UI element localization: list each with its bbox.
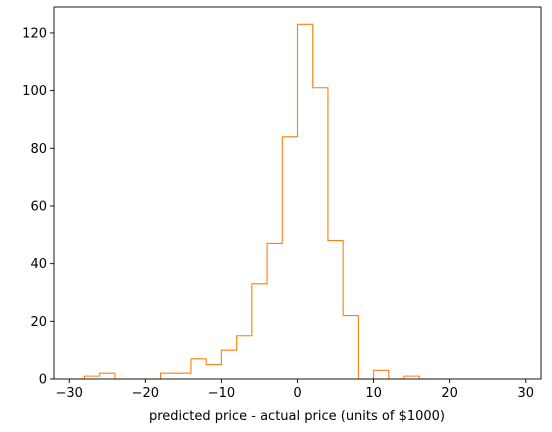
y-tick-label: 80: [30, 142, 47, 157]
x-tick-label: 20: [441, 386, 458, 401]
x-tick-label: 30: [518, 386, 535, 401]
x-tick-label: −20: [132, 386, 159, 401]
y-tick-label: 40: [30, 257, 47, 272]
x-axis-label: predicted price - actual price (units of…: [149, 409, 445, 424]
x-tick-label: −10: [208, 386, 235, 401]
y-tick-label: 0: [39, 373, 47, 388]
y-tick-label: 60: [30, 199, 47, 214]
x-tick-label: −30: [56, 386, 83, 401]
histogram-step-line: [69, 23, 526, 380]
plot-area: −30 −20 −10 0 10 20 30 0 20 40 60 80 100 120: [22, 6, 542, 401]
y-tick-label: 100: [22, 84, 47, 99]
x-tick-label: 0: [293, 386, 301, 401]
x-tick-label: 10: [365, 386, 382, 401]
y-tick-label: 120: [22, 26, 47, 41]
y-tick-label: 20: [30, 315, 47, 330]
